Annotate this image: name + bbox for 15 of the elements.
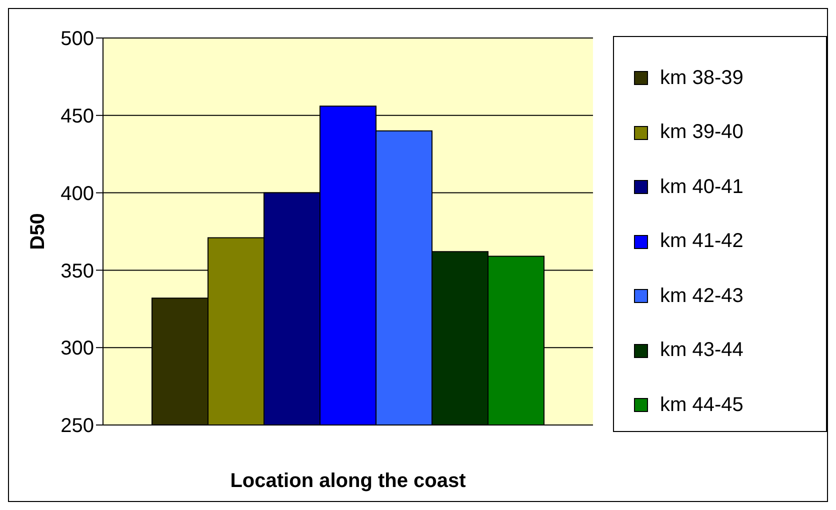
legend-label: km 39-40 [660, 121, 744, 144]
legend-label: km 44-45 [660, 394, 744, 417]
legend-label: km 42-43 [660, 284, 744, 308]
legend-label: km 40-41 [660, 176, 744, 199]
legend-label: km 41-42 [660, 230, 744, 254]
y-axis-title: D50 [27, 213, 50, 250]
y-tick-label: 500 [60, 28, 94, 50]
y-tick-label: 300 [60, 338, 94, 360]
x-axis-title: Location along the coast [230, 470, 466, 492]
y-tick-label: 450 [60, 106, 94, 128]
y-tick-label: 350 [60, 260, 94, 282]
y-tick-label: 400 [60, 182, 94, 205]
legend-label: km 43-44 [660, 339, 744, 362]
legend-label: km 38-39 [660, 66, 744, 90]
y-tick-label: 250 [60, 415, 94, 438]
